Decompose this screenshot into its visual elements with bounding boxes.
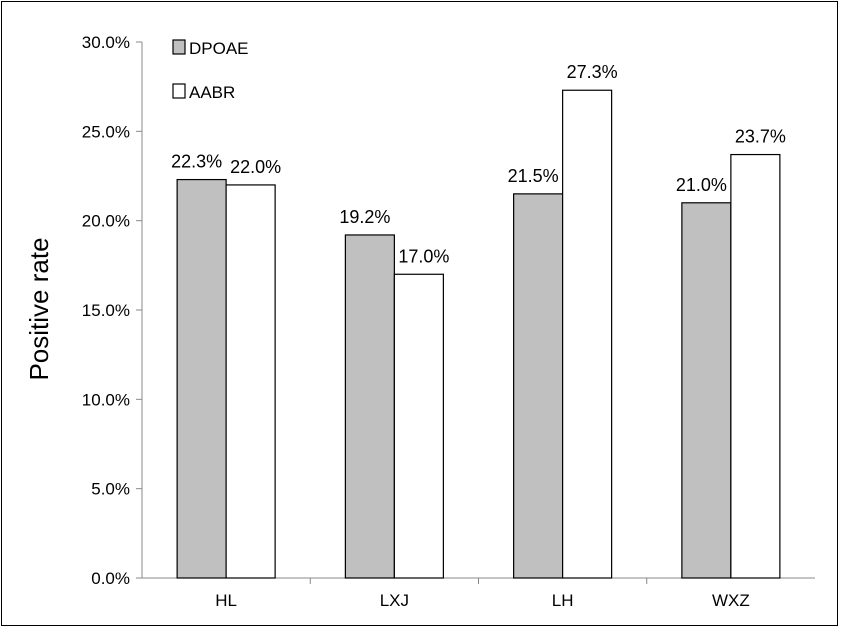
- x-tick-label: WXZ: [712, 591, 750, 610]
- legend-label: AABR: [189, 83, 235, 102]
- legend-label: DPOAE: [189, 39, 249, 58]
- y-axis-title: Positive rate: [24, 237, 54, 380]
- data-label: 17.0%: [398, 246, 449, 266]
- legend-swatch: [172, 83, 186, 99]
- legend-swatch: [172, 39, 186, 55]
- x-tick-label: LH: [552, 591, 574, 610]
- data-label: 27.3%: [567, 62, 618, 82]
- data-label: 21.0%: [676, 175, 727, 195]
- bar-dpoae-lh: [513, 193, 564, 579]
- y-tick-label: 10.0%: [82, 390, 130, 409]
- bar-dpoae-wxz: [681, 202, 732, 579]
- y-tick-label: 25.0%: [82, 122, 130, 141]
- data-label: 22.3%: [171, 152, 222, 172]
- x-ticks: HL LXJ LH WXZ: [215, 578, 750, 610]
- y-tick-label: 15.0%: [82, 301, 130, 320]
- data-label: 23.7%: [735, 127, 786, 147]
- data-label: 22.0%: [230, 157, 281, 177]
- y-ticks: 0.0% 5.0% 10.0% 15.0% 20.0% 25.0% 30.0%: [82, 33, 142, 588]
- bar-dpoae-lxj: [344, 234, 395, 579]
- x-tick-label: HL: [215, 591, 237, 610]
- bar-aabr-lxj: [393, 273, 444, 579]
- y-tick-label: 30.0%: [82, 33, 130, 52]
- data-label: 21.5%: [508, 166, 559, 186]
- y-tick-label: 5.0%: [91, 480, 130, 499]
- x-tick-label: LXJ: [380, 591, 409, 610]
- bar-aabr-hl: [225, 184, 276, 579]
- y-tick-label: 20.0%: [82, 212, 130, 231]
- data-label: 19.2%: [339, 207, 390, 227]
- legend: DPOAE AABR: [172, 39, 249, 102]
- bar-aabr-lh: [562, 89, 613, 579]
- bar-aabr-wxz: [730, 153, 781, 579]
- bars: [176, 89, 781, 579]
- y-axis-label: Positive rate: [24, 237, 54, 380]
- bar-dpoae-hl: [176, 178, 227, 579]
- y-tick-label: 0.0%: [91, 569, 130, 588]
- data-labels: 22.3% 22.0% 19.2% 17.0% 21.5% 27.3% 21.0% 23.7%: [171, 62, 786, 266]
